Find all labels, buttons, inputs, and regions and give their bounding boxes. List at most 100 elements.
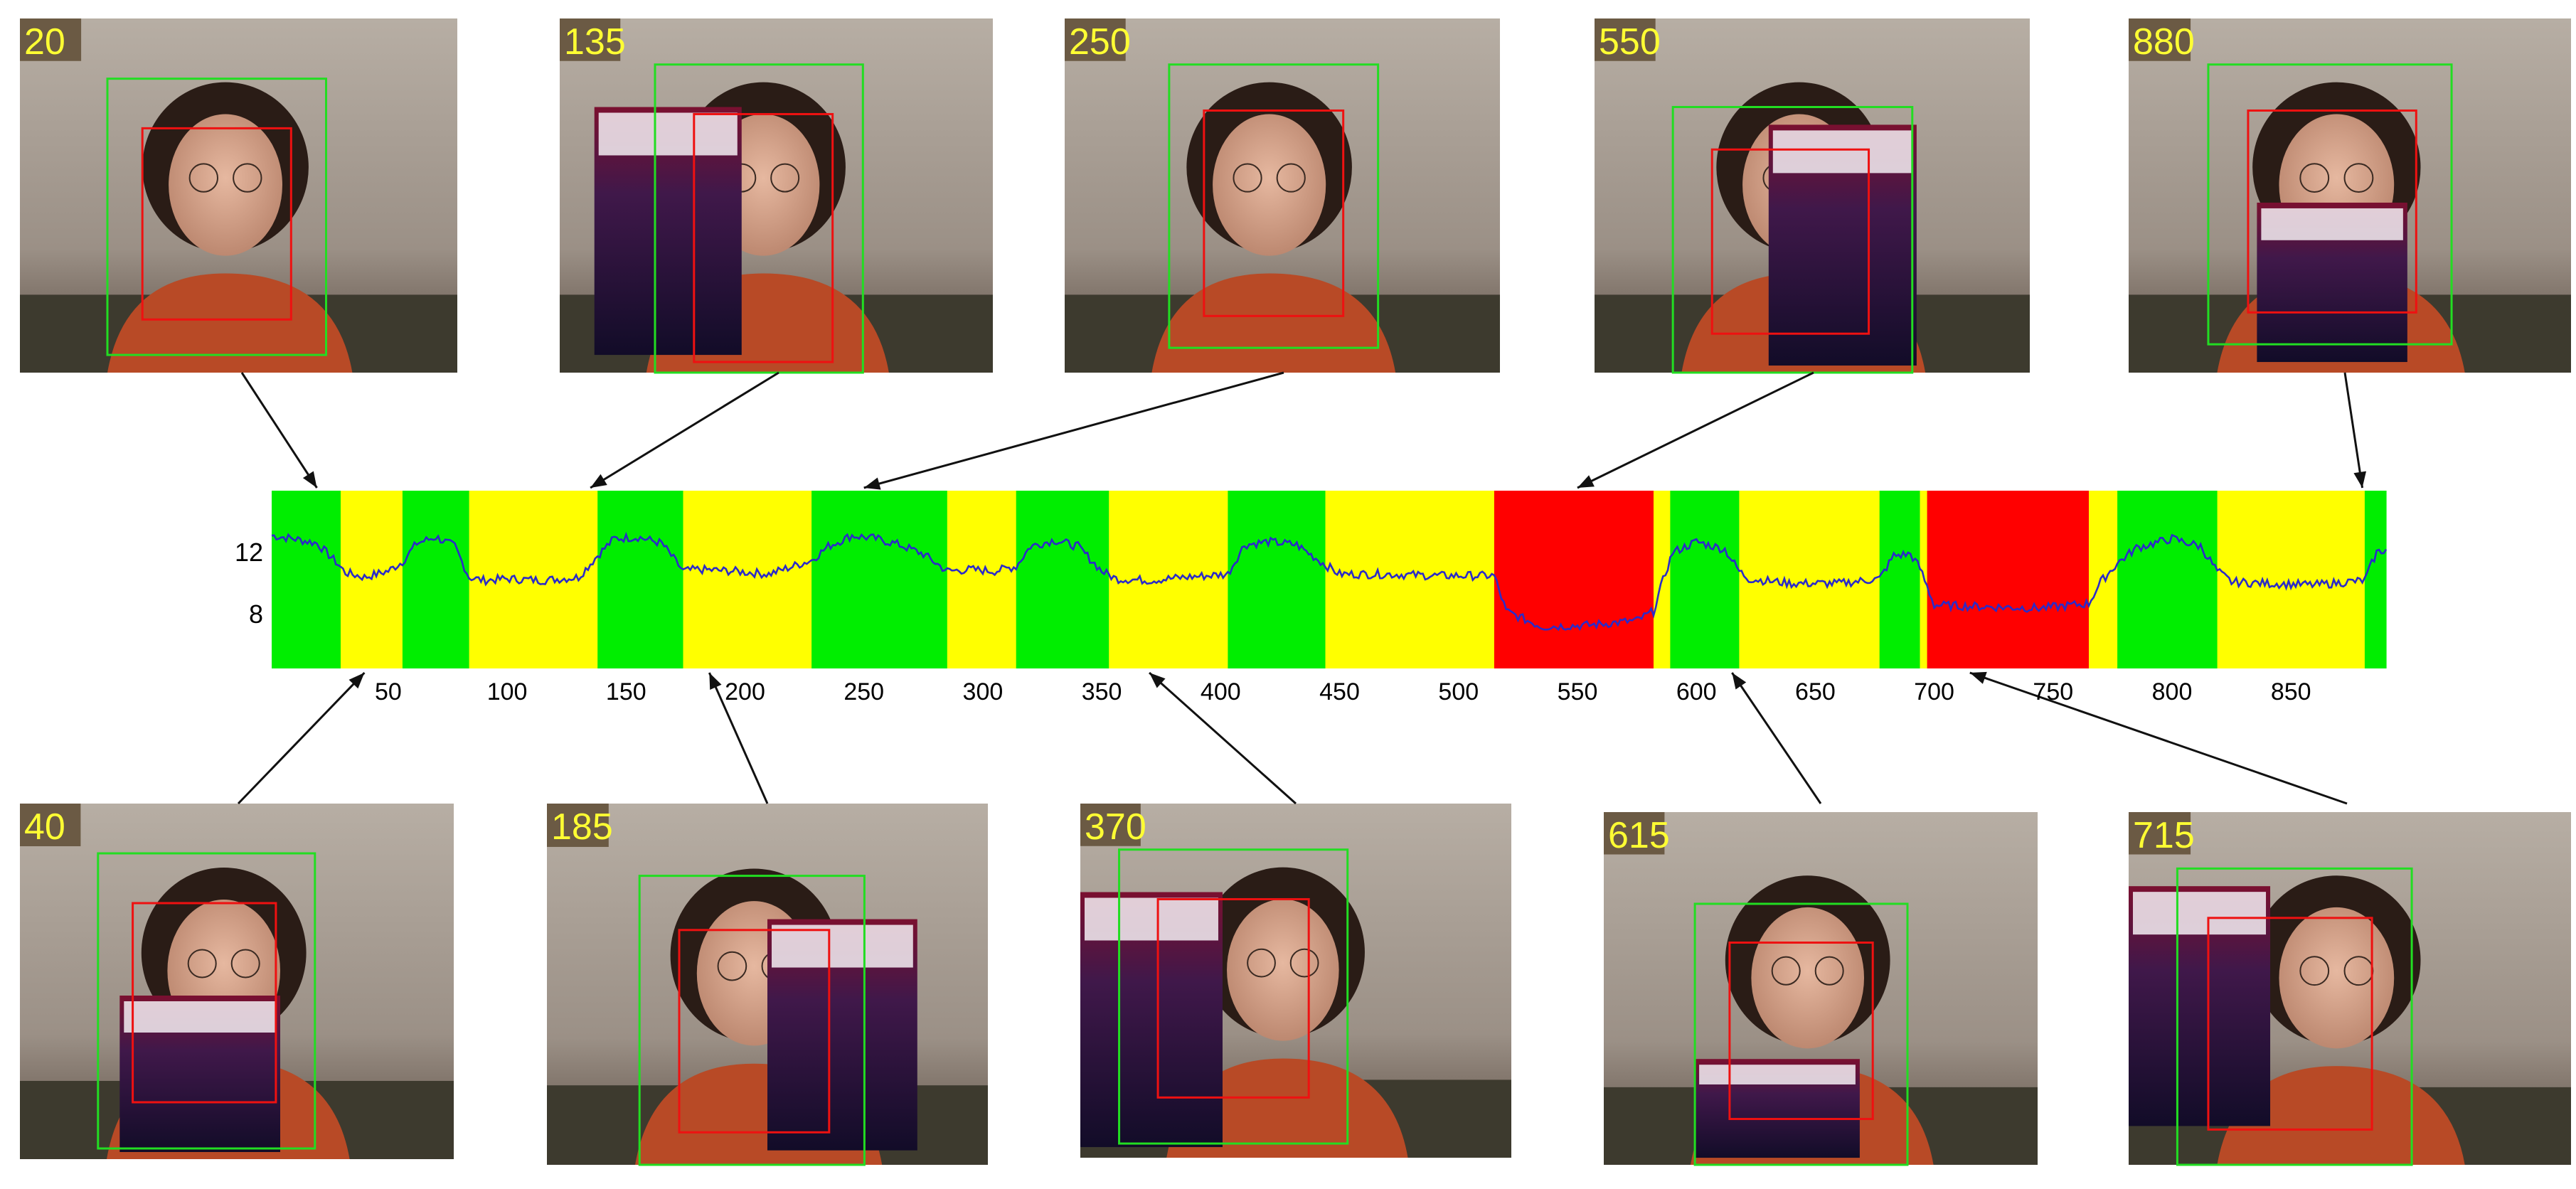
signal-line	[271, 531, 2388, 631]
frame-number-label: 40	[24, 806, 65, 848]
arrow-line	[590, 371, 779, 489]
timeline-segment	[1927, 491, 2090, 668]
green-tracking-box	[1693, 902, 1909, 1166]
red-face-box	[141, 127, 292, 321]
face	[1751, 907, 1864, 1049]
picture-frame-decor	[20, 18, 82, 61]
picture-frame-decor	[547, 804, 609, 847]
timeline-chart: 50 100 150 200 250 300 350 400 450 500 550 600 650 70…	[235, 491, 2388, 705]
glasses-lens	[2299, 956, 2330, 986]
glasses-lens	[1233, 163, 1262, 193]
glasses-lens	[2343, 163, 2374, 193]
thumbnail-frame-550: 550	[1595, 18, 2030, 374]
magazine-masthead	[1699, 1065, 1856, 1084]
arrow-head	[863, 477, 881, 490]
glasses-lens	[2299, 163, 2330, 193]
arrow-line	[1577, 371, 1814, 489]
thumbnail-frame-20: 20	[20, 18, 457, 373]
timeline-segment	[1325, 491, 1495, 668]
red-face-box	[1728, 942, 1874, 1121]
x-tick-label: 400	[1201, 678, 1241, 705]
x-tick-label: 150	[606, 678, 646, 705]
pointer-arrow	[1577, 371, 1814, 489]
green-tracking-box	[1118, 848, 1349, 1145]
arrow-head	[1577, 475, 1595, 488]
frame-number-label: 20	[24, 21, 65, 63]
x-tick-label: 800	[2152, 678, 2193, 705]
frame-number-label: 715	[2133, 815, 2195, 856]
timeline-segments	[272, 491, 2387, 668]
y-tick-label: 8	[249, 599, 263, 629]
red-face-box	[132, 902, 277, 1104]
x-tick-label: 850	[2271, 678, 2311, 705]
arrow-line	[237, 671, 366, 805]
arrow-head	[2353, 471, 2367, 488]
green-tracking-box	[638, 875, 866, 1166]
frame-number-label: 615	[1608, 815, 1670, 856]
timeline-segment	[683, 491, 812, 668]
thumbnail-frame-370: 370	[1080, 804, 1511, 1158]
glasses-lens	[1814, 956, 1844, 986]
face	[1213, 114, 1326, 256]
green-tracking-box	[1671, 106, 1914, 374]
frame-number-label: 135	[564, 21, 626, 63]
timeline-segment	[2364, 491, 2387, 668]
x-tick-label: 700	[1914, 678, 1954, 705]
picture-frame-decor	[20, 804, 81, 846]
arrow-head	[590, 474, 607, 488]
thumbnail-frame-250: 250	[1065, 18, 1500, 373]
pointer-arrow	[2343, 372, 2367, 489]
red-face-box	[1203, 109, 1345, 317]
glasses-lens	[770, 163, 800, 193]
magazine-masthead	[2261, 208, 2403, 240]
x-tick-label: 250	[843, 678, 884, 705]
picture-frame-decor	[1604, 812, 1665, 855]
magazine-masthead	[772, 924, 913, 968]
y-tick-label: 12	[235, 538, 263, 567]
glasses-lens	[187, 949, 217, 979]
x-tick-label: 350	[1082, 678, 1122, 705]
glasses-lens	[188, 163, 218, 193]
glasses-lens	[1247, 948, 1276, 978]
thumbnail-frame-185: 185	[547, 804, 988, 1166]
face	[169, 114, 282, 256]
red-face-box	[693, 112, 834, 363]
x-tick-label: 100	[487, 678, 528, 705]
timeline-segment	[272, 491, 341, 668]
red-face-box	[2247, 109, 2417, 314]
glasses-lens	[230, 949, 260, 979]
arrow-head	[1969, 671, 1987, 684]
magazine-masthead	[124, 1001, 276, 1033]
timeline-segment	[2089, 491, 2118, 668]
glasses-lens	[233, 163, 262, 193]
thumbnail-frame-135: 135	[560, 18, 993, 374]
timeline-segment	[1739, 491, 1880, 668]
red-face-box	[1156, 897, 1310, 1099]
timeline-segment	[1228, 491, 1326, 668]
arrow-head	[1149, 673, 1166, 688]
timeline-segment	[2217, 491, 2365, 668]
x-tick-label: 550	[1558, 678, 1598, 705]
glasses-lens	[717, 951, 747, 981]
green-tracking-box	[106, 78, 327, 356]
x-tick-label: 200	[725, 678, 765, 705]
arrow-line	[1149, 671, 1297, 805]
timeline-segment	[1494, 491, 1654, 668]
thumbnail-frame-615: 615	[1604, 812, 2038, 1166]
arrow-line	[863, 371, 1284, 489]
green-tracking-box	[1168, 63, 1380, 349]
face	[1227, 899, 1339, 1041]
arrow-head	[709, 673, 722, 690]
picture-frame-decor	[2129, 812, 2191, 855]
picture-frame-decor	[1065, 18, 1126, 61]
pointer-arrow	[237, 671, 366, 805]
green-tracking-box	[97, 852, 316, 1150]
pointer-arrow	[708, 672, 769, 804]
y-axis-ticks: 8 12	[235, 538, 263, 629]
arrow-line	[240, 372, 318, 489]
x-axis-ticks: 50 100 150 200 250 300 350 400 450 500 550 600 650 70…	[375, 678, 2311, 705]
arrow-line	[708, 672, 769, 804]
picture-frame-decor	[560, 18, 621, 61]
arrow-line	[1731, 672, 1822, 804]
